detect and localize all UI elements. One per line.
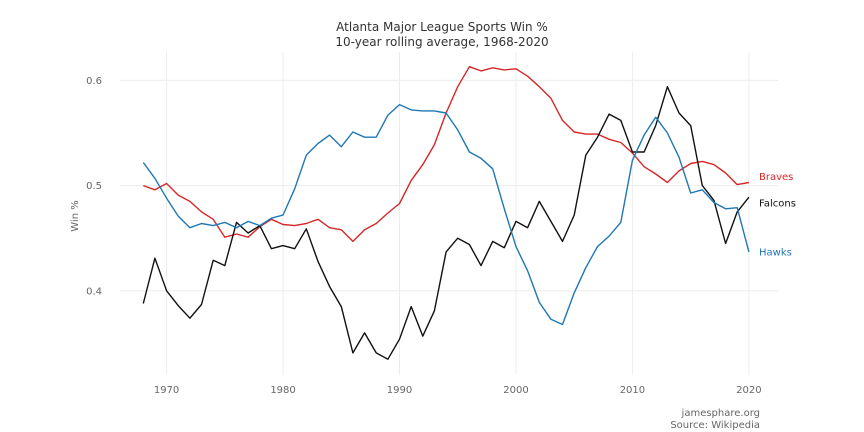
- series-labels: Braves Falcons Hawks: [759, 172, 796, 258]
- credit-source: Source: Wikipedia: [670, 420, 760, 431]
- series-label-falcons: Falcons: [759, 199, 796, 210]
- series-label-braves: Braves: [759, 172, 793, 183]
- x-tick-label: 2010: [620, 385, 645, 396]
- series-line-braves: [143, 65, 750, 243]
- x-tick-label: 1970: [154, 385, 179, 396]
- x-axis-ticks: 1970 1980 1990 2000 2010 2020: [154, 385, 762, 396]
- x-tick-label: 1980: [270, 385, 295, 396]
- grid: [120, 52, 778, 375]
- y-axis-label: Win %: [70, 200, 81, 231]
- series-line-falcons: [142, 85, 750, 360]
- y-tick-label: 0.4: [86, 286, 102, 297]
- y-tick-label: 0.5: [86, 181, 102, 192]
- series-label-hawks: Hawks: [759, 247, 792, 258]
- series-line-hawks: [142, 103, 750, 326]
- x-tick-label: 1990: [387, 385, 412, 396]
- x-tick-label: 2020: [736, 385, 761, 396]
- x-tick-label: 2000: [503, 385, 528, 396]
- chart-subtitle: 10-year rolling average, 1968-2020: [335, 35, 548, 49]
- credit-site: jamesphare.org: [681, 408, 760, 419]
- y-axis-ticks: 0.4 0.5 0.6: [86, 76, 102, 297]
- y-tick-label: 0.6: [86, 76, 102, 87]
- chart-title: Atlanta Major League Sports Win %: [336, 20, 548, 34]
- series-lines: [142, 65, 750, 360]
